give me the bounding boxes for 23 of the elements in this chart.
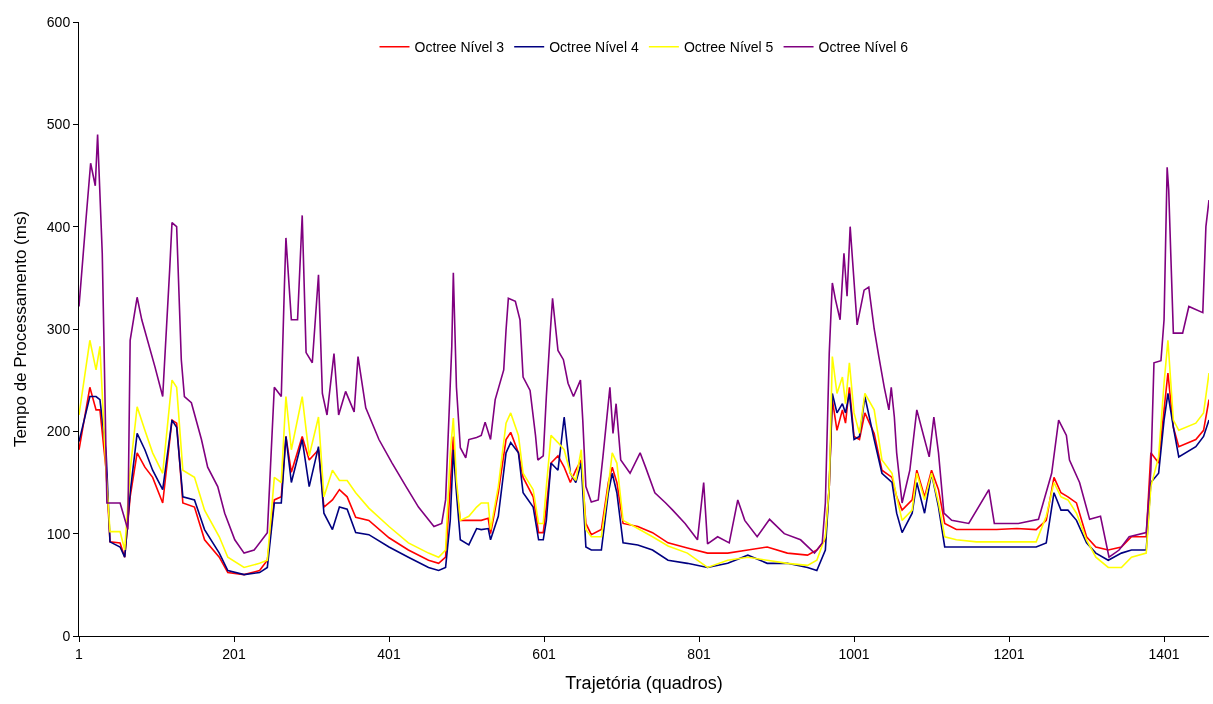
y-tick-label: 0 (62, 627, 71, 644)
x-tick-label: 201 (222, 645, 246, 662)
line-series (79, 339, 1209, 569)
y-tick-label: 200 (46, 423, 71, 440)
legend-label: Octree Nível 4 (549, 39, 639, 56)
x-tick-label: 801 (687, 645, 711, 662)
y-tick-label: 300 (46, 320, 71, 337)
x-tick-label: 1001 (838, 645, 870, 662)
x-tick-label: 1201 (993, 645, 1025, 662)
x-tick-label: 401 (377, 645, 401, 662)
x-tick-label: 1 (75, 645, 84, 662)
x-axis-title: Trajetória (quadros) (565, 672, 723, 693)
y-tick-label: 500 (46, 116, 71, 133)
line-series (79, 133, 1209, 558)
x-tick-label: 1401 (1148, 645, 1180, 662)
legend-label: Octree Nível 5 (683, 39, 774, 56)
y-tick-label: 400 (46, 218, 71, 235)
y-tick-label: 100 (46, 525, 71, 542)
x-tick-label: 601 (532, 645, 556, 662)
legend-label: Octree Nível 6 (818, 39, 909, 56)
y-tick-label: 600 (46, 13, 71, 30)
y-axis-title: Tempo de Processamento (ms) (11, 210, 31, 448)
legend-label: Octree Nível 3 (414, 39, 505, 56)
